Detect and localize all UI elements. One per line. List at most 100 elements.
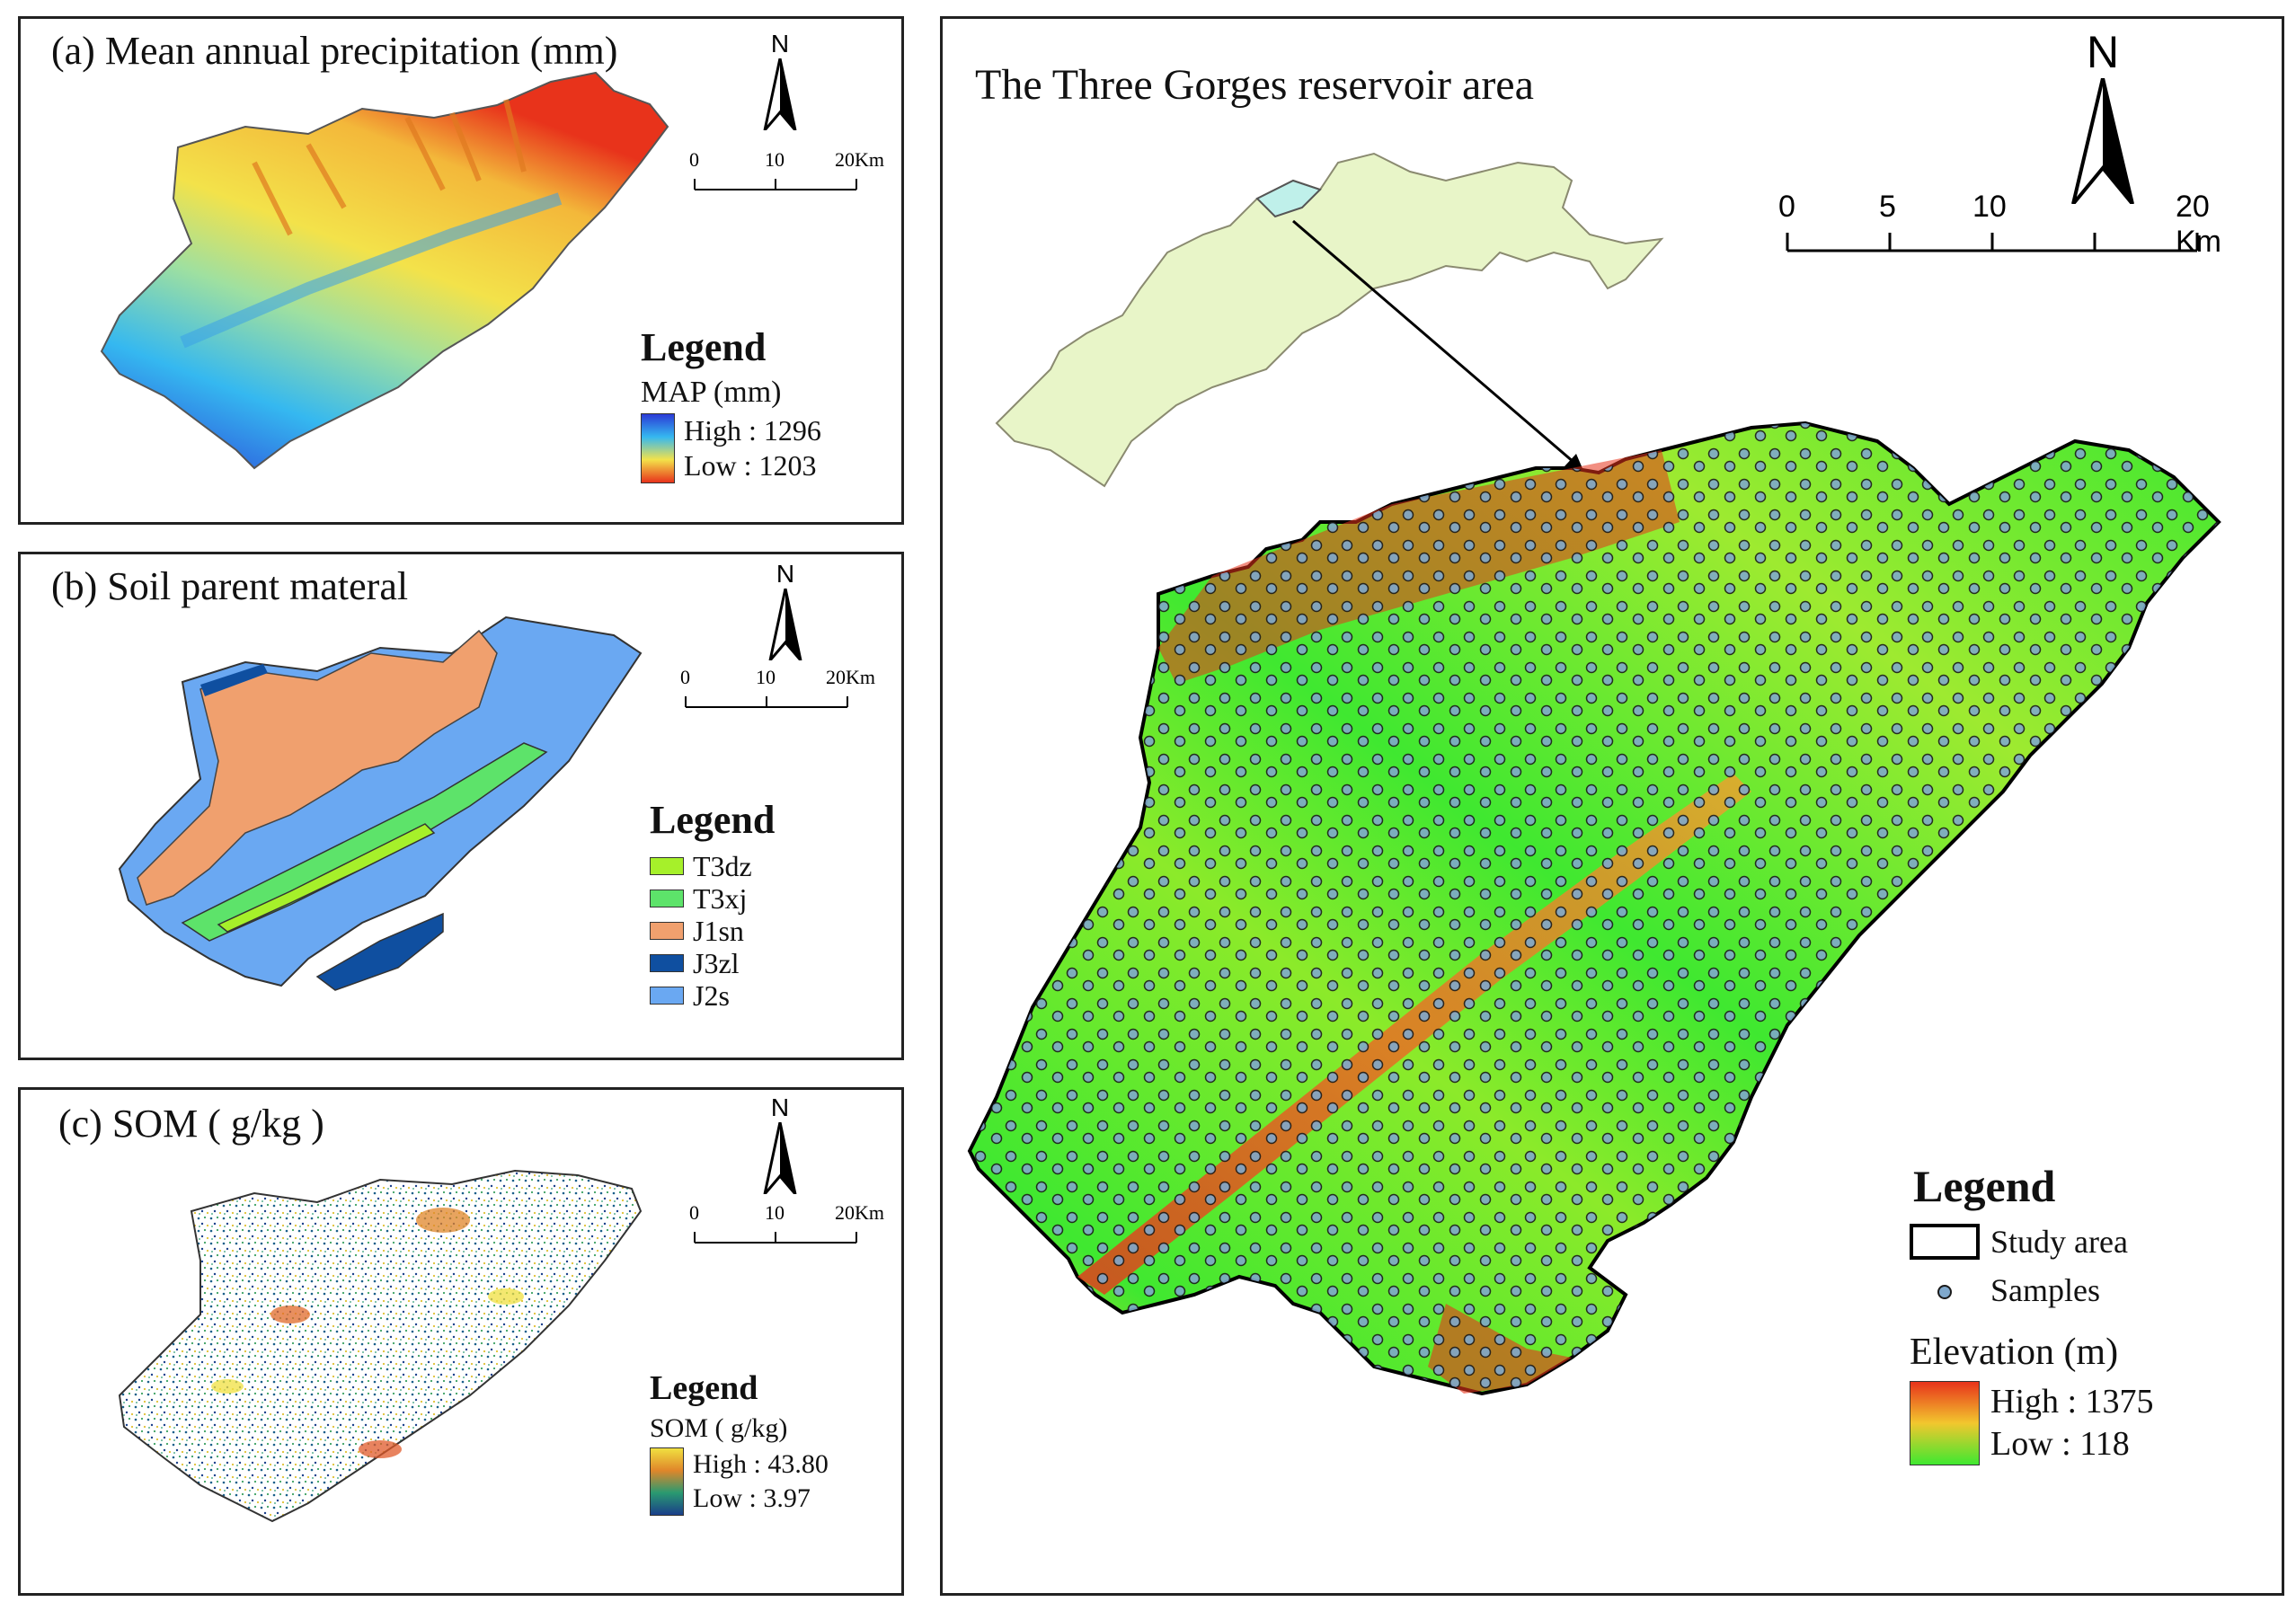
- north-arrow-icon: [2071, 77, 2134, 206]
- panel-a-map: [100, 71, 669, 470]
- panel-b-north-arrow: N: [763, 560, 808, 668]
- panel-a-wet-band: [180, 192, 563, 349]
- legend-swatch: [650, 987, 684, 1005]
- legend-subheading: MAP (mm): [641, 376, 782, 409]
- legend-high-label: High : 1375: [1990, 1383, 2154, 1421]
- legend-label: J2s: [693, 978, 730, 1012]
- legend-label: J1sn: [693, 914, 744, 947]
- main-north-arrow: N: [2062, 26, 2143, 206]
- scale-tick-0: 0: [689, 148, 699, 171]
- panel-b-region-t3dz: [217, 823, 436, 933]
- legend-elevation-row: High : 1375 Low : 118: [1910, 1381, 2269, 1465]
- scalebar-line: [685, 696, 848, 708]
- legend-item-t3dz: T3dz: [650, 850, 883, 882]
- panel-c-legend: Legend SOM ( g/kg) High : 43.80 Low : 3.…: [650, 1368, 892, 1516]
- panel-b-region-j3zl-top: [200, 664, 268, 696]
- legend-heading: Legend: [650, 1369, 758, 1407]
- panel-b-region-t3xj: [181, 742, 548, 942]
- legend-swatch: [650, 954, 684, 972]
- legend-label: J3zl: [693, 946, 740, 979]
- north-label: N: [2086, 27, 2120, 77]
- inset-arrow-line: [1292, 219, 1582, 470]
- panel-b-region-j1sn: [137, 629, 498, 906]
- panel-b-region-j3zl: [315, 912, 444, 991]
- sample-points: [970, 423, 2219, 1394]
- north-arrow-icon: [768, 588, 802, 661]
- scale-tick-10: 10: [765, 148, 785, 171]
- legend-item-j2s: J2s: [650, 979, 883, 1012]
- legend-low-label: Low : 118: [1990, 1425, 2130, 1463]
- scale-tick-0: 0: [680, 666, 690, 688]
- scale-tick-5: 5: [1879, 190, 1896, 224]
- inset-region: [995, 152, 1664, 488]
- legend-low-label: Low : 3.97: [693, 1483, 811, 1513]
- main-panel-study-area: The Three Gorges reservoir area: [940, 16, 2284, 1596]
- legend-subheading: SOM ( g/kg): [650, 1413, 788, 1443]
- scale-tick-10: 10: [1972, 190, 2007, 224]
- legend-label: T3xj: [693, 881, 748, 915]
- inset-highlight: [1255, 179, 1322, 218]
- legend-high-label: High : 43.80: [693, 1449, 829, 1479]
- legend-gradient-row: High : 43.80 Low : 3.97: [650, 1447, 892, 1516]
- panel-a-scalebar: 0 10 20Km: [686, 145, 884, 199]
- panel-b-soil: (b) Soil parent materal N 0 10 20Km Lege…: [18, 552, 904, 1060]
- north-arrow-icon: [763, 1121, 797, 1195]
- legend-label: Study area: [1990, 1224, 2128, 1260]
- legend-low-label: Low : 1203: [684, 449, 817, 482]
- main-title: The Three Gorges reservoir area: [975, 61, 1534, 109]
- legend-high-label: High : 1296: [684, 414, 821, 447]
- panel-b-title: (b) Soil parent materal: [51, 564, 409, 608]
- panel-c-north-arrow: N: [758, 1093, 802, 1201]
- panel-a-ridges: [252, 99, 527, 236]
- panel-b-map: [118, 615, 643, 991]
- legend-gradient-bar: [650, 1447, 684, 1516]
- legend-heading: Legend: [650, 798, 776, 842]
- scalebar-line: [1786, 233, 2199, 252]
- scalebar-line: [694, 1232, 857, 1244]
- scale-tick-0: 0: [1778, 190, 1795, 224]
- scale-tick-0: 0: [689, 1201, 699, 1224]
- panel-c-scalebar: 0 10 20Km: [686, 1198, 884, 1252]
- panel-b-scalebar: 0 10 20Km: [677, 662, 875, 716]
- sample-point-icon: [1910, 1271, 1980, 1309]
- legend-item-samples: Samples: [1910, 1271, 2269, 1309]
- panel-a-region: [100, 71, 669, 470]
- main-legend: Legend Study area Samples Elevation (m) …: [1910, 1160, 2269, 1465]
- panel-a-title: (a) Mean annual precipitation (mm): [51, 29, 618, 73]
- panel-a-north-arrow: N: [758, 30, 802, 137]
- legend-swatch: [650, 922, 684, 940]
- panel-c-region: [118, 1169, 643, 1523]
- north-arrow-icon: [763, 58, 797, 131]
- main-scalebar: 0 5 10 20 Km: [1775, 188, 2242, 278]
- scale-tick-20: 20Km: [835, 148, 884, 171]
- main-map: [967, 152, 2221, 1396]
- panel-a-precipitation: (a) Mean annual precipitation (mm) N: [18, 16, 904, 525]
- panel-c-som: (c) SOM ( g/kg ) N: [18, 1087, 904, 1596]
- scale-tick-20: 20 Km: [2176, 190, 2221, 259]
- elevation-gradient-bar: [1910, 1381, 1980, 1465]
- legend-item-j1sn: J1sn: [650, 915, 883, 947]
- legend-item-t3xj: T3xj: [650, 882, 883, 915]
- legend-swatch: [650, 857, 684, 875]
- scalebar-line: [694, 179, 857, 190]
- legend-swatch: [650, 890, 684, 907]
- legend-item-j3zl: J3zl: [650, 947, 883, 979]
- legend-gradient-bar: [641, 413, 675, 483]
- north-label: N: [776, 560, 795, 588]
- scale-tick-10: 10: [765, 1201, 785, 1224]
- panel-c-title: (c) SOM ( g/kg ): [58, 1102, 324, 1146]
- legend-elevation-heading: Elevation (m): [1910, 1332, 2119, 1373]
- legend-label: Samples: [1990, 1272, 2100, 1308]
- panel-b-legend: Legend T3dz T3xj J1sn J3zl J2s: [650, 797, 883, 1012]
- north-label: N: [770, 30, 790, 58]
- legend-label: T3dz: [693, 849, 752, 882]
- scale-tick-20: 20Km: [835, 1201, 884, 1224]
- legend-heading: Legend: [1913, 1161, 2056, 1211]
- legend-gradient-row: High : 1296 Low : 1203: [641, 413, 892, 483]
- panel-a-legend: Legend MAP (mm) High : 1296 Low : 1203: [641, 324, 892, 483]
- north-label: N: [770, 1093, 790, 1121]
- panel-c-hotspots: [211, 1208, 524, 1458]
- legend-heading: Legend: [641, 325, 767, 369]
- legend-item-study-area: Study area: [1910, 1223, 2269, 1261]
- panel-c-map: [118, 1169, 643, 1523]
